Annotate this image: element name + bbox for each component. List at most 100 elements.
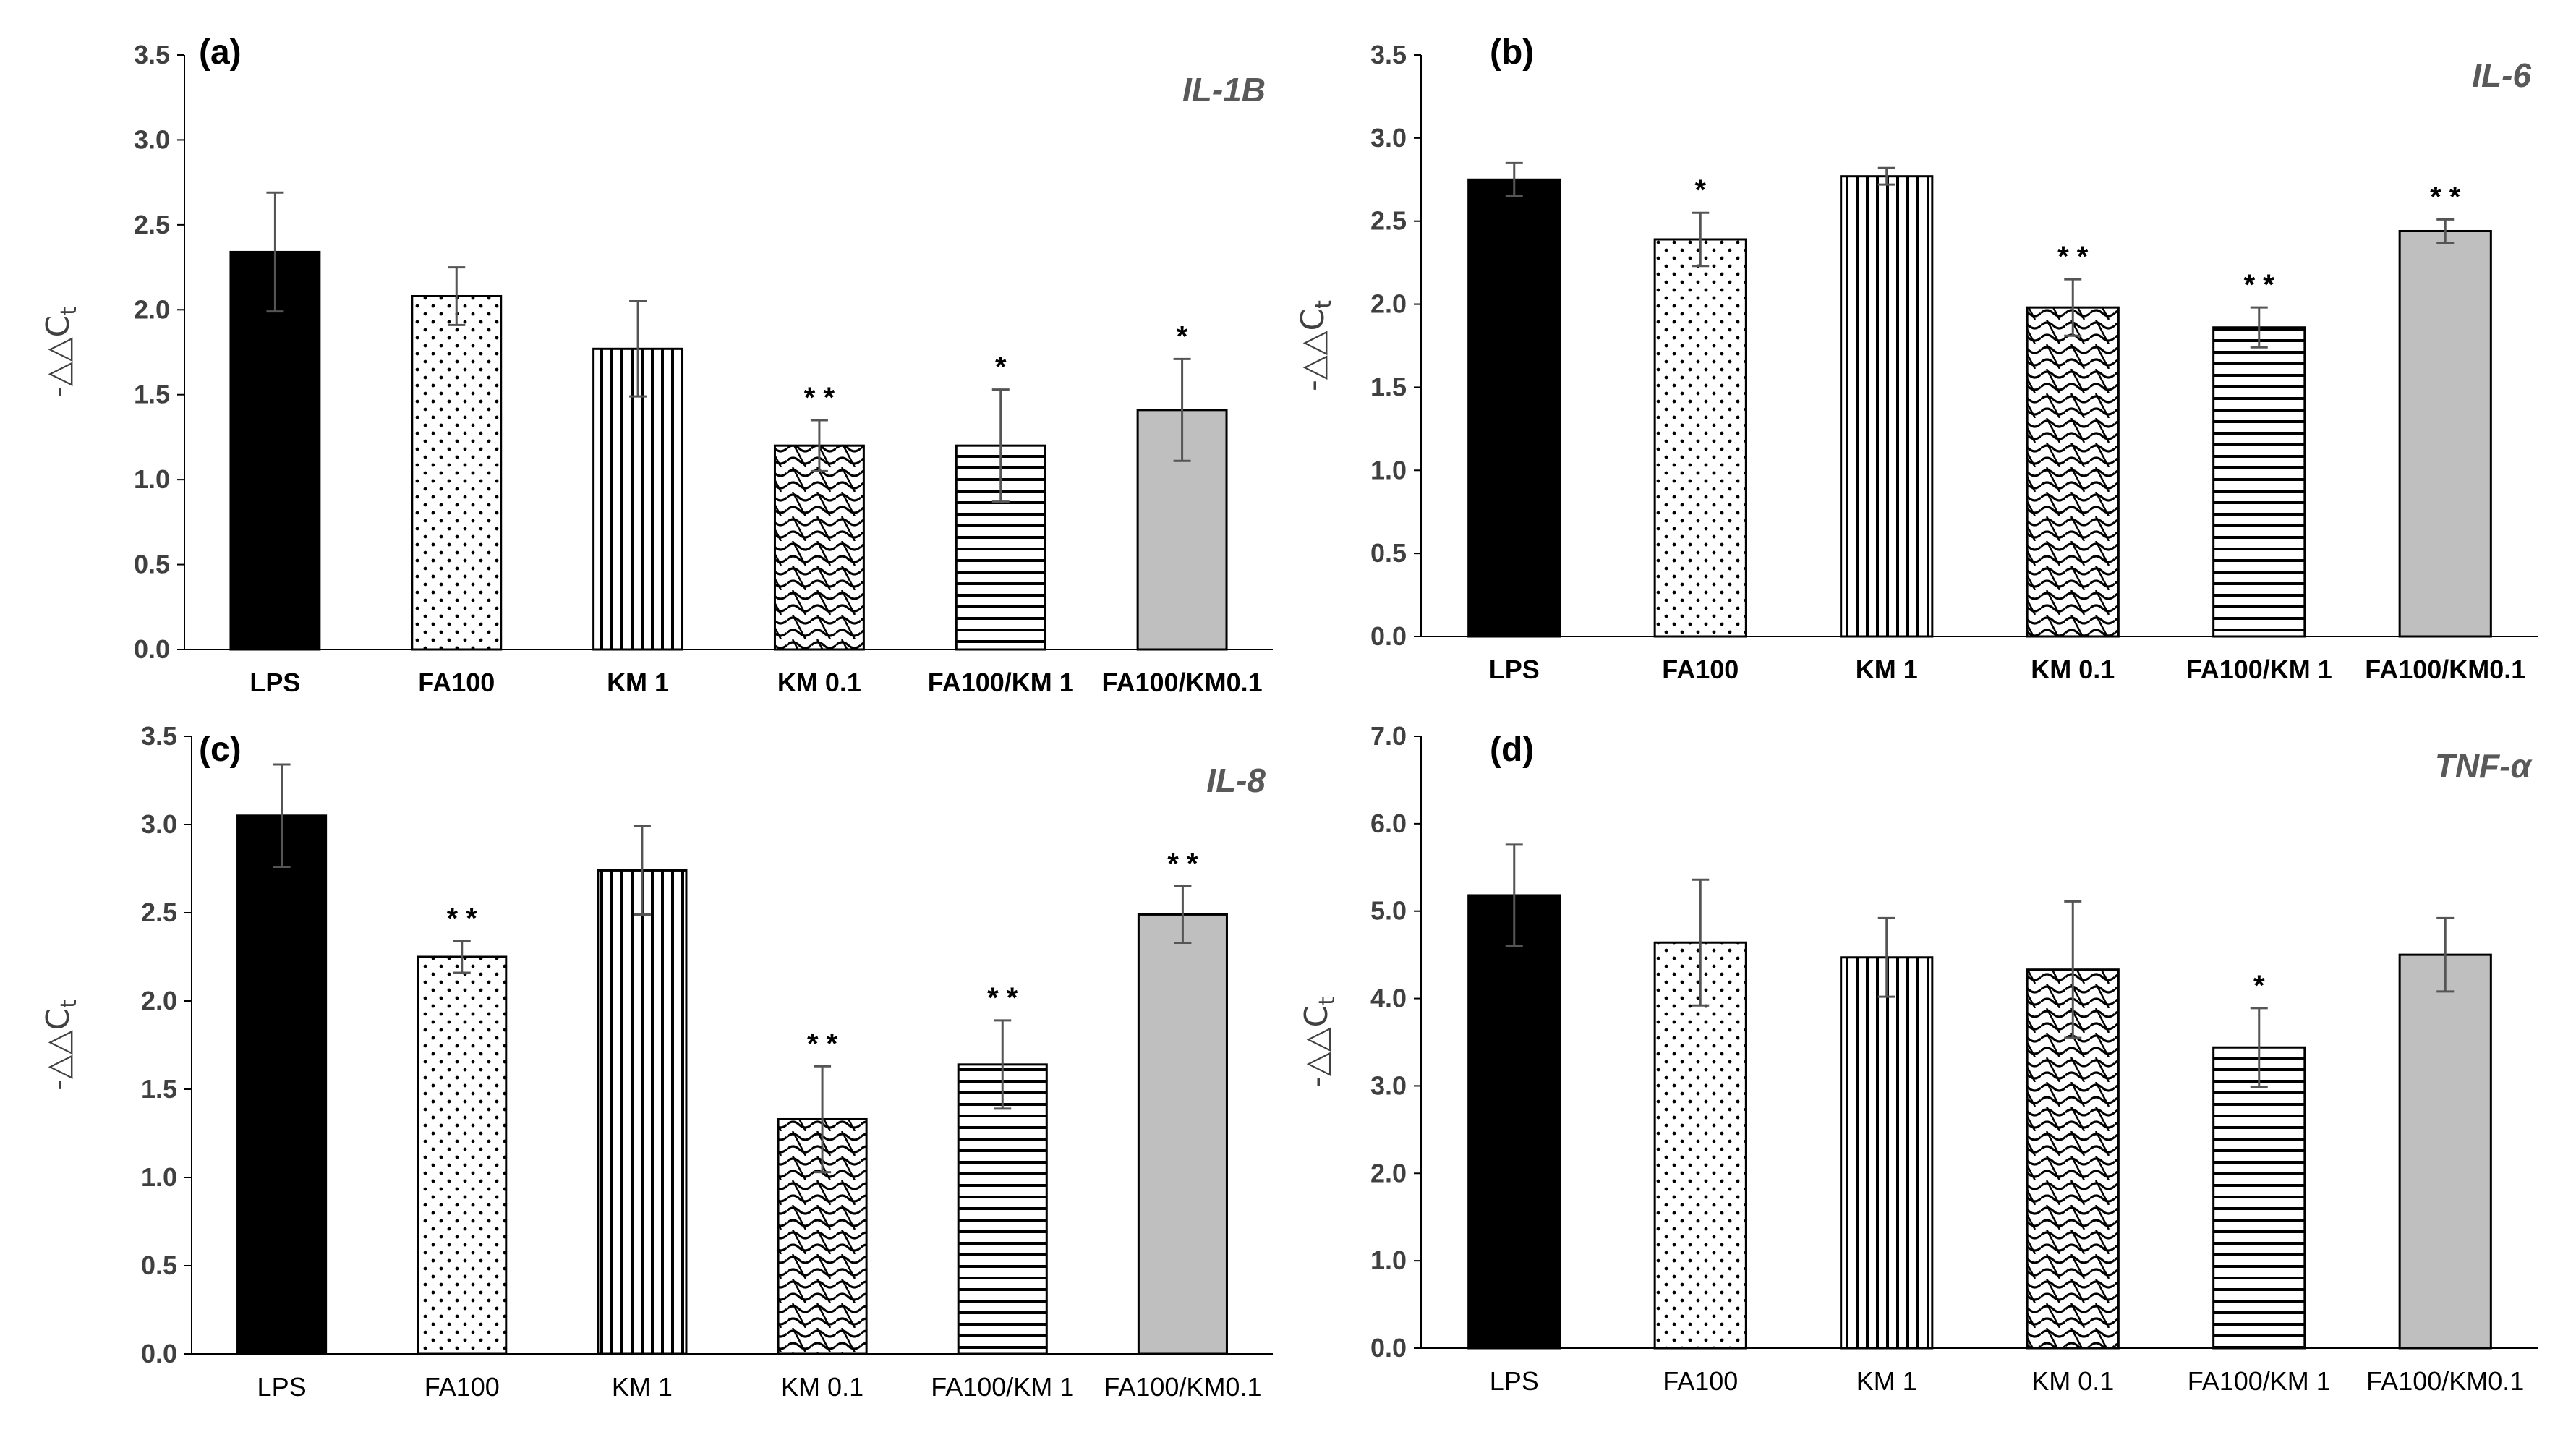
x-tick-label: LPS [1489, 655, 1540, 684]
panel-b: (b) IL-6 -△△Ct 0.0 0.5 1.0 1.5 2.0 2.5 3.0 3.5 LPS *… [1295, 33, 2538, 684]
bar [592, 347, 684, 651]
bar [2398, 229, 2492, 638]
y-tick-label: 2.0 [141, 986, 177, 1015]
y-tick-label: 0.5 [1370, 538, 1407, 568]
y-tick-label: 6.0 [1370, 809, 1407, 838]
x-tick-label: FA100/KM0.1 [1102, 668, 1263, 697]
y-tick-label: 0.0 [141, 1339, 177, 1368]
bar [2212, 326, 2306, 638]
significance-marker: * * [807, 1028, 838, 1060]
bar [1137, 913, 1228, 1355]
gene-title: TNF-α [2435, 747, 2533, 785]
y-tick-label: 1.0 [134, 464, 170, 494]
x-tick-label: KM 0.1 [2031, 655, 2115, 684]
y-tick-label: 2.0 [1370, 289, 1407, 319]
y-axis-label-text: -△△Ct [1295, 300, 1336, 391]
x-tick-label: LPS [257, 1372, 307, 1402]
y-tick-label: 5.0 [1370, 896, 1407, 926]
significance-marker: * * [2057, 241, 2089, 273]
y-axis-label: -△△Ct [40, 1000, 82, 1091]
x-tick-label: FA100 [418, 668, 495, 697]
x-tick-label: FA100/KM0.1 [2366, 1366, 2524, 1396]
y-tick-label: 3.0 [141, 809, 177, 839]
significance-marker: * [1694, 174, 1706, 206]
bar [411, 294, 503, 651]
x-tick-label: KM 1 [1856, 1366, 1917, 1396]
y-tick-label: 3.5 [134, 40, 170, 69]
y-tick-label: 1.0 [141, 1162, 177, 1192]
y-axis-label-text: -△△Ct [1298, 997, 1340, 1088]
bar [957, 1063, 1048, 1355]
y-axis-label-text: -△△Ct [40, 307, 82, 398]
x-tick-label: KM 1 [607, 668, 669, 697]
x-tick-label: KM 0.1 [2031, 1366, 2114, 1396]
y-tick-label: 2.0 [134, 294, 170, 324]
y-tick-label: 3.0 [1370, 1070, 1407, 1100]
bar [2398, 953, 2492, 1350]
bar [1653, 238, 1747, 638]
significance-marker: * * [447, 903, 478, 934]
significance-marker: * [995, 352, 1007, 383]
significance-marker: * [2253, 970, 2265, 1002]
gene-title: IL-6 [2472, 56, 2531, 94]
panel-c: (c) IL-8 -△△Ct 0.0 0.5 1.0 1.5 2.0 2.5 3.0 3.5 LPS *… [40, 721, 1273, 1402]
y-axis-label-text: -△△Ct [40, 1000, 82, 1091]
gene-title: IL-8 [1206, 762, 1266, 799]
bar [1467, 894, 1561, 1350]
x-tick-label: FA100 [425, 1372, 500, 1402]
x-tick-label: FA100/KM 1 [931, 1372, 1074, 1402]
x-tick-label: KM 1 [1856, 655, 1918, 684]
x-tick-label: FA100/KM 1 [928, 668, 1074, 697]
significance-marker: * [1177, 320, 1188, 352]
y-tick-label: 3.5 [141, 721, 177, 751]
x-tick-label: KM 0.1 [781, 1372, 863, 1402]
x-tick-label: FA100/KM0.1 [2365, 655, 2525, 684]
y-tick-label: 1.0 [1370, 1245, 1407, 1275]
bar [1653, 941, 1747, 1350]
bar [1840, 175, 1934, 638]
gene-title: IL-1B [1182, 71, 1266, 108]
x-tick-label: FA100/KM0.1 [1104, 1372, 1261, 1402]
x-tick-label: LPS [1490, 1366, 1539, 1396]
y-tick-label: 7.0 [1370, 721, 1407, 751]
x-tick-label: FA100/KM 1 [2186, 655, 2332, 684]
y-tick-label: 3.0 [134, 124, 170, 154]
bar [2212, 1046, 2306, 1350]
y-axis-label: -△△Ct [1295, 300, 1336, 391]
y-tick-label: 2.5 [1370, 206, 1407, 236]
y-tick-label: 0.0 [1370, 621, 1407, 651]
bar [1467, 178, 1561, 638]
significance-marker: * * [2244, 269, 2275, 301]
panel-d: (d) TNF-α -△△Ct 0.0 1.0 2.0 3.0 4.0 5.0 6.0 7.0 LPS… [1298, 721, 2538, 1396]
y-tick-label: 1.5 [1370, 372, 1407, 401]
y-tick-label: 0.0 [134, 634, 170, 664]
y-tick-label: 4.0 [1370, 984, 1407, 1013]
x-tick-label: LPS [250, 668, 300, 697]
y-tick-label: 1.5 [134, 380, 170, 409]
significance-marker: * * [987, 982, 1018, 1014]
y-tick-label: 1.5 [141, 1074, 177, 1104]
panel-a: (a) IL-1B -△△Ct 0.0 0.5 1.0 1.5 2.0 2.5 3.0 3.5 LPS… [40, 33, 1273, 697]
bar [597, 869, 688, 1355]
x-tick-label: FA100 [1662, 655, 1739, 684]
x-tick-label: KM 1 [612, 1372, 673, 1402]
bar [417, 955, 508, 1355]
significance-marker: * * [2430, 181, 2461, 213]
y-tick-label: 2.0 [1370, 1158, 1407, 1188]
panel-letter: (b) [1490, 33, 1534, 72]
y-tick-label: 2.5 [141, 898, 177, 927]
y-tick-label: 0.5 [134, 550, 170, 579]
panel-letter: (c) [199, 730, 242, 769]
x-tick-label: FA100/KM 1 [2188, 1366, 2331, 1396]
bar [1840, 956, 1934, 1350]
y-tick-label: 0.5 [141, 1251, 177, 1280]
x-tick-label: FA100 [1663, 1366, 1738, 1396]
y-axis-label: -△△Ct [40, 307, 82, 398]
x-tick-label: KM 0.1 [777, 668, 861, 697]
y-tick-label: 0.0 [1370, 1333, 1407, 1363]
bar [773, 444, 865, 651]
significance-marker: * * [804, 382, 835, 414]
bar [2026, 306, 2120, 638]
y-tick-label: 3.5 [1370, 40, 1407, 69]
